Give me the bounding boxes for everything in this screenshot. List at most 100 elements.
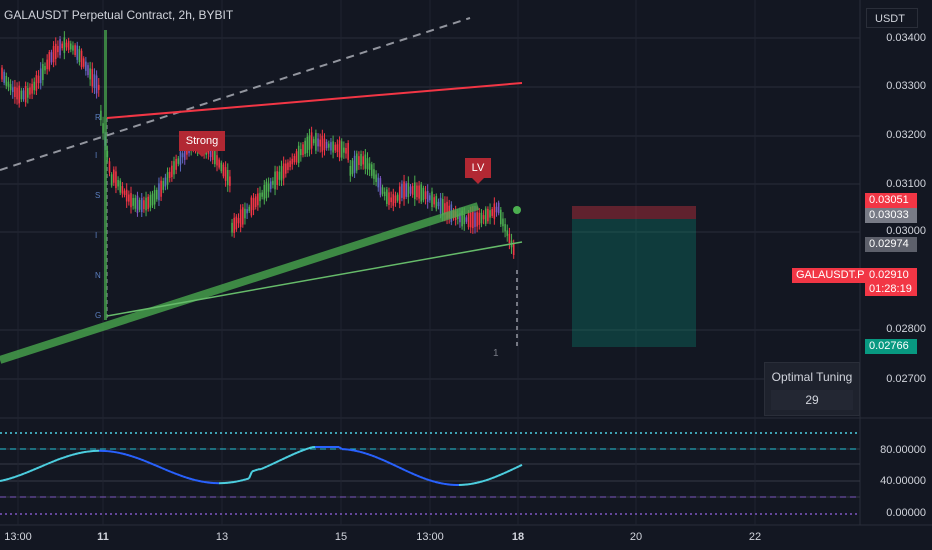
oscillator-line (488, 477, 493, 481)
candle-body (300, 149, 302, 156)
candle-body (396, 194, 399, 201)
oscillator-line (470, 482, 475, 485)
candle-body (334, 144, 337, 151)
candle-body (22, 90, 25, 100)
oscillator-line (173, 472, 178, 476)
countdown-tag: 01:28:19 (865, 282, 917, 296)
candle-body (244, 208, 246, 219)
candle-body (173, 161, 175, 175)
oscillator-line (197, 479, 202, 483)
candle-body (237, 218, 240, 224)
candle-body (87, 65, 89, 76)
oscillator-line (512, 466, 517, 471)
candle-body (345, 147, 347, 154)
candle-body (72, 45, 74, 51)
oscillator-line (515, 465, 520, 469)
candle-body (162, 181, 165, 190)
candle-body (50, 52, 53, 63)
candle-body (295, 151, 298, 163)
candle-body (156, 189, 158, 200)
candle-body (383, 191, 386, 197)
oscillator-line (416, 474, 421, 478)
candle-body (250, 197, 253, 216)
oscillator-line (56, 457, 61, 461)
candle-body (48, 52, 51, 70)
oscillator-line (485, 478, 490, 482)
oscillator-line (146, 460, 151, 464)
candle-body (145, 197, 147, 211)
candle-body (211, 149, 214, 161)
candle-body (108, 161, 111, 173)
candle-body (422, 187, 425, 201)
candle-body (3, 71, 5, 83)
oscillator-line (26, 470, 31, 474)
candle-body (364, 154, 367, 169)
candle-body (102, 123, 104, 134)
oscillator-line (305, 447, 310, 451)
candle-body (308, 135, 311, 150)
candle-body (474, 212, 476, 227)
oscillator-line (296, 450, 301, 454)
oscillator-line (2, 478, 7, 482)
candle-body (147, 196, 149, 209)
candle-body (33, 81, 36, 91)
candle-body (487, 208, 489, 222)
price-tag-stop: 0.03051 (865, 193, 917, 208)
candle-body (14, 86, 16, 97)
support-band (0, 202, 480, 364)
candle-body (216, 155, 218, 166)
dashed-trendline (0, 17, 471, 171)
candle-body (439, 197, 442, 214)
candle-body (132, 197, 134, 206)
candle-body (248, 206, 251, 211)
candle-body (319, 139, 321, 147)
oscillator-line (194, 479, 199, 482)
oscillator-line (23, 471, 28, 475)
candle-body (489, 210, 491, 218)
pattern-letter: S (95, 191, 100, 200)
candle-body (67, 40, 70, 50)
oscillator-line (293, 451, 298, 455)
oscillator-line (155, 464, 160, 468)
candle-body (502, 218, 504, 227)
oscillator-line (434, 480, 439, 484)
candle-body (459, 213, 461, 223)
oscillator-line (263, 465, 268, 469)
candle-body (76, 45, 79, 60)
oscillator-line (20, 472, 25, 476)
time-axis-label: 18 (511, 531, 525, 543)
signal-dot (513, 206, 521, 214)
oscillator-line (497, 473, 502, 477)
oscillator-line (401, 467, 406, 472)
candle-body (418, 185, 420, 199)
candle-body (239, 209, 242, 228)
oscillator-line (239, 479, 244, 482)
price-axis-label: 0.03400 (886, 32, 926, 44)
oscillator-line (53, 459, 58, 463)
oscillator-line (248, 471, 253, 479)
candle-body (263, 184, 266, 200)
candle-body (405, 183, 407, 197)
oscillator-line (29, 469, 34, 473)
candle-body (276, 171, 278, 186)
candle-body (353, 155, 356, 173)
candle-body (285, 163, 287, 174)
oscillator-line (11, 475, 16, 479)
oscillator-line (338, 446, 343, 450)
candle-body (214, 150, 216, 165)
time-axis-label: 13:00 (416, 531, 444, 543)
oscillator-line (80, 451, 85, 454)
oscillator-line (362, 451, 367, 455)
oscillator-line (8, 476, 13, 480)
oscillator-line (251, 469, 256, 473)
chart-title: GALAUSDT Perpetual Contract, 2h, BYBIT (4, 8, 234, 22)
oscillator-line (359, 450, 364, 454)
oscillator-line (68, 453, 73, 457)
currency-selector[interactable]: USDT (866, 8, 918, 28)
candle-body (181, 153, 184, 158)
candle-body (330, 142, 332, 151)
candle-body (282, 163, 285, 179)
candle-body (128, 194, 130, 202)
oscillator-line (284, 455, 289, 459)
